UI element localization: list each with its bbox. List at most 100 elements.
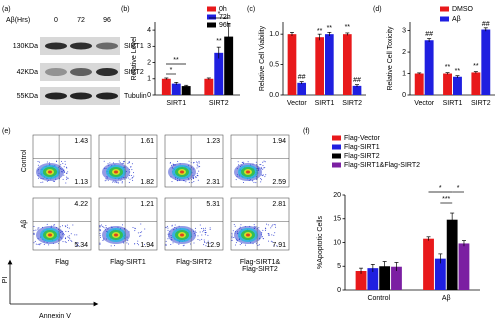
cell-dot bbox=[66, 178, 68, 180]
lane-label: 96 bbox=[103, 17, 111, 24]
cell-dot bbox=[114, 181, 116, 183]
cell-density bbox=[246, 170, 250, 174]
cell-dot bbox=[268, 240, 270, 242]
y-tick-label: 1 bbox=[147, 76, 151, 83]
cell-dot bbox=[255, 243, 257, 245]
cell-dot bbox=[240, 224, 242, 226]
bar bbox=[391, 266, 402, 290]
cell-dot bbox=[205, 231, 207, 233]
bar bbox=[214, 52, 224, 95]
lane-label: 72 bbox=[77, 17, 85, 24]
cell-dot bbox=[65, 176, 67, 178]
blot-band bbox=[96, 92, 118, 100]
cell-dot bbox=[238, 164, 240, 166]
cell-dot bbox=[134, 230, 136, 232]
cell-dot bbox=[33, 229, 35, 231]
cell-dot bbox=[140, 235, 142, 237]
y-tick-label: 0 bbox=[147, 92, 151, 99]
y-tick-label: 20 bbox=[333, 192, 341, 199]
cell-dot bbox=[110, 245, 112, 247]
cell-dot bbox=[37, 244, 39, 246]
cell-dot bbox=[48, 244, 50, 246]
cell-dot bbox=[231, 239, 233, 241]
cell-dot bbox=[270, 240, 272, 242]
cell-dot bbox=[253, 226, 255, 228]
significance-mark: ** bbox=[327, 25, 333, 32]
cell-dot bbox=[272, 224, 274, 226]
cell-dot bbox=[263, 160, 265, 162]
cell-dot bbox=[233, 236, 235, 238]
cell-dot bbox=[264, 176, 266, 178]
cell-dot bbox=[60, 160, 62, 162]
cell-dot bbox=[124, 160, 126, 162]
cell-dot bbox=[193, 177, 195, 179]
bar bbox=[446, 219, 458, 290]
blot-treatment: Aβ(Hrs) bbox=[6, 17, 30, 24]
legend-swatch bbox=[332, 135, 341, 141]
bar bbox=[471, 72, 481, 95]
legend-swatch bbox=[332, 162, 341, 168]
cell-dot bbox=[62, 178, 64, 180]
cell-dot bbox=[231, 234, 233, 236]
cell-dot bbox=[202, 227, 204, 229]
legend-swatch bbox=[207, 6, 216, 12]
cell-dot bbox=[201, 234, 203, 236]
cell-dot bbox=[66, 173, 68, 175]
x-tick-label: SIRT2 bbox=[342, 100, 362, 107]
blot-band bbox=[70, 92, 92, 100]
cell-dot bbox=[113, 245, 115, 247]
quadrant-value: 1.94 bbox=[140, 242, 154, 249]
bar bbox=[297, 82, 307, 95]
cell-dot bbox=[115, 180, 117, 182]
cell-dot bbox=[117, 181, 119, 183]
cell-dot bbox=[99, 234, 101, 236]
cell-dot bbox=[257, 244, 259, 246]
cell-dot bbox=[264, 167, 266, 169]
cell-dot bbox=[34, 240, 36, 242]
x-tick-label: Vector bbox=[287, 100, 308, 107]
cell-dot bbox=[119, 161, 121, 163]
bar bbox=[443, 73, 452, 95]
cell-dot bbox=[107, 163, 109, 165]
cell-dot bbox=[244, 244, 246, 246]
cell-dot bbox=[231, 232, 233, 234]
cell-dot bbox=[233, 223, 235, 225]
cell-dot bbox=[178, 243, 180, 245]
cell-dot bbox=[267, 224, 269, 226]
blot-band bbox=[96, 68, 118, 76]
cell-dot bbox=[107, 179, 109, 181]
significance-mark: * bbox=[170, 67, 173, 74]
cell-dot bbox=[182, 245, 184, 247]
cell-dot bbox=[129, 178, 131, 180]
cell-dot bbox=[273, 234, 275, 236]
cell-dot bbox=[271, 241, 273, 243]
quadrant-value: 1.23 bbox=[206, 138, 220, 145]
significance-mark: * bbox=[218, 11, 221, 18]
y-tick-label: 3 bbox=[147, 43, 151, 50]
y-axis-title: Relative Cell Toxicity bbox=[387, 26, 394, 91]
cell-dot bbox=[103, 160, 105, 162]
significance-mark: * bbox=[439, 185, 442, 192]
y-tick-label: 2 bbox=[402, 49, 406, 56]
cell-dot bbox=[261, 174, 263, 176]
cell-dot bbox=[209, 242, 211, 244]
cell-dot bbox=[66, 224, 68, 226]
cell-dot bbox=[167, 238, 169, 240]
cell-dot bbox=[183, 244, 185, 246]
quadrant-value: 5.34 bbox=[74, 242, 88, 249]
cell-dot bbox=[204, 234, 206, 236]
cell-density bbox=[180, 170, 184, 174]
x-tick-label: SIRT1 bbox=[166, 100, 186, 107]
cell-dot bbox=[112, 162, 114, 164]
cell-dot bbox=[234, 225, 236, 227]
cell-dot bbox=[235, 179, 237, 181]
cell-dot bbox=[144, 228, 146, 230]
cell-dot bbox=[63, 166, 65, 168]
cell-dot bbox=[63, 174, 65, 176]
bar bbox=[379, 266, 391, 290]
cell-dot bbox=[136, 242, 138, 244]
bar bbox=[458, 243, 470, 290]
cell-dot bbox=[204, 241, 206, 243]
bar bbox=[355, 271, 367, 290]
